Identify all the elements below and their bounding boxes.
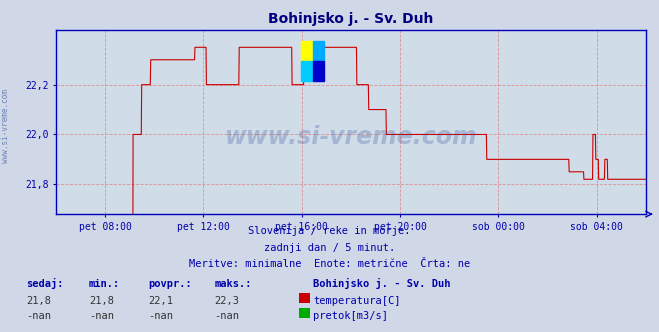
Text: Bohinjsko j. - Sv. Duh: Bohinjsko j. - Sv. Duh [313, 278, 451, 289]
Bar [301, 61, 312, 81]
Text: www.si-vreme.com: www.si-vreme.com [225, 125, 477, 149]
Text: min.:: min.: [89, 279, 120, 289]
Text: pretok[m3/s]: pretok[m3/s] [313, 311, 388, 321]
Text: 21,8: 21,8 [26, 296, 51, 306]
Text: -nan: -nan [214, 311, 239, 321]
Bar [301, 41, 312, 61]
Text: Slovenija / reke in morje.: Slovenija / reke in morje. [248, 226, 411, 236]
Text: 22,1: 22,1 [148, 296, 173, 306]
Text: zadnji dan / 5 minut.: zadnji dan / 5 minut. [264, 243, 395, 253]
Text: 21,8: 21,8 [89, 296, 114, 306]
Text: sedaj:: sedaj: [26, 278, 64, 289]
Text: -nan: -nan [26, 311, 51, 321]
Text: -nan: -nan [89, 311, 114, 321]
Bar [312, 41, 324, 61]
Text: Meritve: minimalne  Enote: metrične  Črta: ne: Meritve: minimalne Enote: metrične Črta:… [189, 259, 470, 269]
Text: povpr.:: povpr.: [148, 279, 192, 289]
Text: 22,3: 22,3 [214, 296, 239, 306]
Title: Bohinjsko j. - Sv. Duh: Bohinjsko j. - Sv. Duh [268, 12, 434, 26]
Bar [312, 61, 324, 81]
Text: www.si-vreme.com: www.si-vreme.com [1, 89, 10, 163]
Text: -nan: -nan [148, 311, 173, 321]
Text: maks.:: maks.: [214, 279, 252, 289]
Text: temperatura[C]: temperatura[C] [313, 296, 401, 306]
